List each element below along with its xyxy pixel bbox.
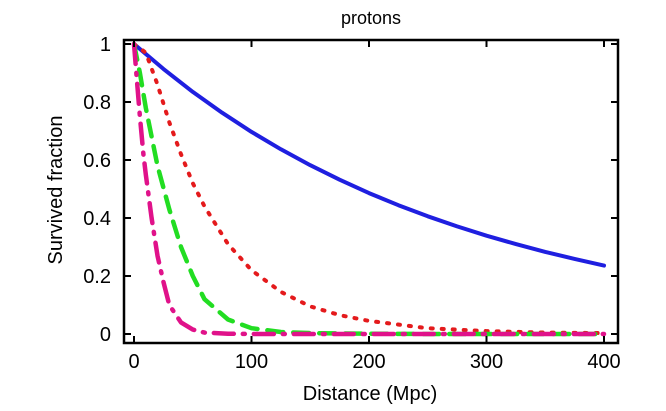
series-line-4 [131, 41, 607, 337]
x-tick-label: 400 [587, 351, 620, 373]
series-line-3 [131, 41, 607, 337]
y-tick-label: 0.4 [83, 208, 111, 230]
x-axis-label: Distance (Mpc) [303, 383, 437, 405]
x-tick-label: 200 [352, 351, 385, 373]
y-axis-label: Survived fraction [45, 116, 67, 265]
chart-title: protons [341, 8, 401, 28]
y-tick-label: 0 [100, 324, 111, 346]
x-tick-label: 0 [128, 351, 139, 373]
y-tick-label: 0.2 [83, 266, 111, 288]
plot-frame [122, 38, 620, 345]
series-line-1 [132, 42, 606, 268]
y-tick-label: 0.6 [83, 150, 111, 172]
y-tick-label: 0.8 [83, 92, 111, 114]
x-tick-label: 300 [470, 351, 503, 373]
series-line-2 [132, 42, 606, 336]
plot-lines [131, 41, 607, 337]
x-tick-label: 100 [235, 351, 268, 373]
y-tick-label: 1 [100, 34, 111, 56]
axis-ticks: 0 100 200 300 400 0 0.2 0.4 0.6 0.8 1 [83, 34, 621, 373]
